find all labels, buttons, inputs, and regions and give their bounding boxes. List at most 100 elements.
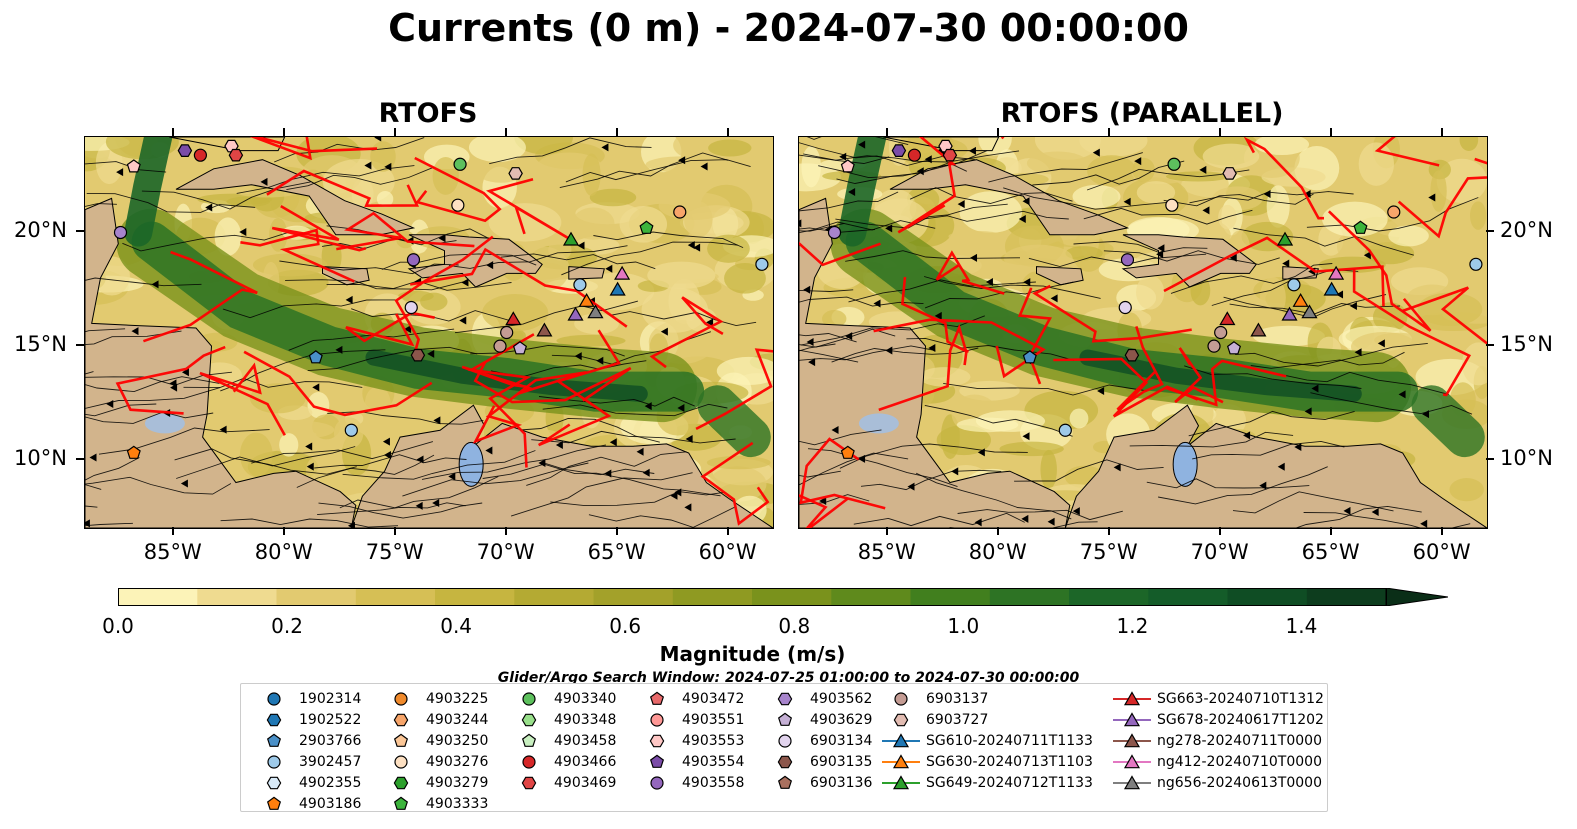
float-marker bbox=[1281, 306, 1298, 321]
hexagon-icon bbox=[393, 713, 409, 726]
triangle-marker-icon bbox=[1113, 753, 1151, 768]
colorbar-segment bbox=[118, 588, 198, 606]
lon-tick-label: 70°W bbox=[476, 540, 535, 564]
float-marker bbox=[1301, 304, 1318, 319]
pentagon-marker-icon bbox=[521, 733, 537, 747]
pentagon-icon bbox=[266, 796, 282, 810]
pentagon-marker-icon bbox=[777, 775, 793, 789]
float-marker bbox=[1469, 257, 1483, 271]
map-panel-rtofs-parallel bbox=[798, 136, 1488, 529]
float-marker bbox=[1219, 311, 1236, 326]
float-marker bbox=[512, 341, 528, 355]
pentagon-marker-icon bbox=[393, 796, 409, 810]
legend-label: 6903727 bbox=[926, 711, 989, 728]
legend-column: 6903137 6903727 SG610-20240711T1133 SG630-2… bbox=[882, 688, 1093, 793]
triangle-icon bbox=[1123, 753, 1141, 768]
legend-column: 1902314 1902522 2903766 3902457 4902355 49031… bbox=[255, 688, 361, 814]
float-marker bbox=[562, 231, 580, 246]
legend-label: 4903466 bbox=[554, 753, 617, 770]
lat-tick-label-right: 15°N bbox=[1500, 332, 1553, 357]
float-marker bbox=[573, 278, 587, 292]
pentagon-marker-icon bbox=[266, 733, 282, 747]
triangle-marker-icon bbox=[1113, 732, 1151, 747]
legend-item: 4903276 bbox=[382, 751, 488, 772]
hexagon-icon bbox=[649, 734, 665, 747]
legend-label: 4903279 bbox=[426, 774, 489, 791]
float-marker bbox=[578, 293, 595, 307]
lon-tick-label: 85°W bbox=[143, 540, 202, 564]
legend-label: 4903558 bbox=[682, 774, 745, 791]
colorbar-tick-label: 0.8 bbox=[778, 614, 811, 638]
legend-item: 4903466 bbox=[510, 751, 616, 772]
legend-label: 4903551 bbox=[682, 711, 745, 728]
cuba-land bbox=[175, 159, 416, 236]
legend-item: 4903469 bbox=[510, 772, 616, 793]
legend-label: 4903562 bbox=[810, 690, 873, 707]
hexagon-marker-icon bbox=[266, 713, 282, 726]
legend-label: 4903244 bbox=[426, 711, 489, 728]
float-marker bbox=[1022, 350, 1037, 364]
triangle-icon bbox=[1123, 732, 1141, 747]
lon-tick-label: 70°W bbox=[1190, 540, 1249, 564]
lat-tick-label-right: 20°N bbox=[1500, 218, 1553, 243]
lon-tick-label: 60°W bbox=[698, 540, 757, 564]
colorbar-segment bbox=[593, 588, 674, 606]
float-marker bbox=[406, 253, 421, 267]
float-marker bbox=[1328, 265, 1345, 280]
float-marker bbox=[639, 220, 654, 234]
colorbar-tick-label: 0.0 bbox=[102, 614, 134, 638]
legend-item: SG678-20240617T1202 bbox=[1113, 709, 1324, 730]
legend-label: 6903136 bbox=[810, 774, 873, 791]
circle-marker-icon bbox=[894, 691, 908, 706]
lat-tick-mark bbox=[1486, 344, 1494, 347]
colorbar-segment bbox=[514, 588, 595, 606]
legend-label: 4903276 bbox=[426, 753, 489, 770]
pentagon-marker-icon bbox=[393, 733, 409, 747]
hexagon-marker-icon bbox=[393, 776, 409, 789]
circle-icon bbox=[267, 754, 281, 769]
lon-tick-label: 65°W bbox=[1301, 540, 1360, 564]
float-marker bbox=[1124, 348, 1140, 362]
lat-tick-label-left: 20°N bbox=[14, 218, 67, 243]
float-marker bbox=[1222, 167, 1237, 180]
float-marker bbox=[827, 225, 842, 240]
legend-item: 4902355 bbox=[255, 772, 361, 793]
circle-icon bbox=[522, 754, 536, 769]
lon-tick-mark bbox=[1440, 527, 1443, 535]
legend-label: 4903469 bbox=[554, 774, 617, 791]
hexagon-marker-icon bbox=[777, 755, 793, 768]
legend-item: 4903250 bbox=[382, 730, 488, 751]
legend-item: 4903551 bbox=[638, 709, 744, 730]
colorbar-tick-label: 1.0 bbox=[947, 614, 980, 638]
legend-item: SG663-20240710T1312 bbox=[1113, 688, 1324, 709]
circle-marker-icon bbox=[650, 775, 664, 790]
legend-label: 6903135 bbox=[810, 753, 873, 770]
circle-icon bbox=[894, 691, 908, 706]
hexagon-marker-icon bbox=[893, 713, 909, 726]
legend-label: SG678-20240617T1202 bbox=[1157, 711, 1324, 728]
circle-icon bbox=[394, 691, 408, 706]
hexagon-marker-icon bbox=[777, 692, 793, 705]
float-marker bbox=[1120, 253, 1135, 267]
lon-tick-label: 65°W bbox=[587, 540, 646, 564]
lon-tick-label: 75°W bbox=[365, 540, 424, 564]
legend-item: 4903340 bbox=[510, 688, 616, 709]
hexagon-icon bbox=[777, 755, 793, 768]
circle-marker-icon bbox=[394, 691, 408, 706]
legend-label: 4903554 bbox=[682, 753, 745, 770]
float-marker bbox=[410, 348, 426, 362]
hispaniola-land bbox=[1121, 234, 1257, 288]
map-rtofs bbox=[85, 137, 773, 528]
legend-item: ng278-20240711T0000 bbox=[1113, 730, 1324, 751]
legend-item: 4903472 bbox=[638, 688, 744, 709]
float-marker bbox=[1353, 220, 1368, 234]
float-marker bbox=[228, 148, 244, 162]
circle-icon bbox=[650, 712, 664, 727]
float-marker bbox=[942, 148, 958, 162]
lon-tick-mark-top bbox=[1218, 128, 1221, 136]
circle-marker-icon bbox=[267, 754, 281, 769]
colorbar-segment bbox=[276, 588, 357, 606]
legend-label: 4903225 bbox=[426, 690, 489, 707]
lon-tick-mark bbox=[615, 527, 618, 535]
pentagon-icon bbox=[649, 691, 665, 705]
